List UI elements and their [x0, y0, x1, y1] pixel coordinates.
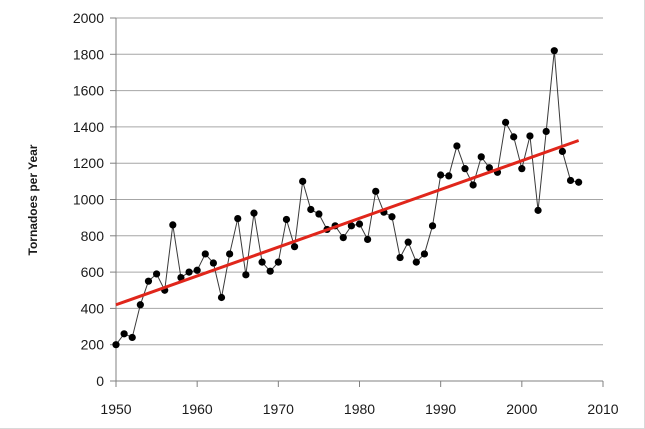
data-point	[355, 220, 364, 228]
data-point	[428, 222, 437, 230]
x-tick-label: 1960	[182, 401, 213, 417]
data-point	[453, 142, 461, 150]
y-tick-label: 600	[81, 264, 105, 280]
data-point	[558, 147, 567, 156]
data-point	[282, 215, 291, 224]
y-tick-label: 1800	[73, 46, 104, 62]
data-point	[242, 271, 250, 279]
data-point	[445, 172, 453, 180]
data-point	[396, 253, 404, 262]
data-point	[469, 181, 477, 189]
data-point	[364, 235, 372, 244]
data-point	[152, 270, 161, 278]
data-point	[566, 176, 575, 185]
data-point	[526, 132, 534, 140]
y-axis-label: Tornadoes per Year	[26, 144, 40, 255]
series-layer	[112, 47, 583, 349]
x-tick-label: 1970	[263, 401, 294, 417]
data-point	[169, 221, 177, 229]
data-point	[226, 250, 234, 258]
data-point	[461, 165, 469, 173]
data-point	[274, 258, 282, 266]
data-point	[315, 210, 323, 218]
trend-line	[115, 139, 580, 307]
data-point	[250, 209, 258, 217]
data-point	[339, 234, 347, 242]
data-point	[185, 268, 193, 276]
data-point	[437, 171, 445, 179]
data-point	[193, 266, 201, 274]
trend-layer	[115, 139, 580, 307]
y-tick-label: 1000	[73, 192, 104, 208]
axes	[110, 17, 604, 387]
x-tick-label: 1990	[425, 401, 456, 417]
data-point	[201, 250, 209, 258]
series-line	[115, 50, 579, 345]
x-tick-label: 2010	[587, 401, 618, 417]
data-point	[136, 301, 144, 309]
y-tick-label: 1600	[73, 83, 104, 99]
data-point	[177, 273, 185, 282]
y-tick-label: 1200	[73, 155, 104, 171]
data-point	[234, 214, 242, 223]
data-point	[299, 177, 307, 185]
y-tick-label: 400	[81, 300, 105, 316]
x-tick-label: 1950	[100, 401, 131, 417]
data-point	[290, 243, 299, 251]
data-point	[258, 258, 266, 266]
data-point	[575, 178, 583, 186]
data-point	[120, 330, 128, 338]
data-point	[485, 164, 493, 172]
data-point	[477, 153, 485, 161]
data-point	[550, 47, 558, 55]
data-point	[217, 293, 226, 302]
y-tick-labels: 0 200 400 600 800 1000 1200 1400 1600 1800 2000	[73, 10, 104, 389]
data-point	[542, 127, 550, 136]
data-point	[404, 238, 412, 246]
data-point	[266, 267, 274, 275]
y-tick-label: 1400	[73, 119, 104, 135]
data-point	[372, 187, 380, 195]
x-tick-labels: 1950 1960 1970 1980 1990 2000 2010	[100, 401, 618, 417]
y-tick-label: 0	[96, 373, 104, 389]
data-point	[388, 213, 396, 221]
data-point	[412, 258, 420, 266]
data-point	[502, 118, 510, 126]
data-point	[144, 277, 153, 285]
y-tick-label: 200	[81, 337, 105, 353]
data-point	[128, 333, 136, 342]
data-point	[112, 341, 120, 349]
data-point	[209, 259, 217, 267]
y-tick-label: 800	[81, 228, 105, 244]
data-point	[518, 165, 526, 173]
x-tick-label: 2000	[506, 401, 537, 417]
data-point	[347, 222, 355, 230]
x-tick-label: 1980	[344, 401, 375, 417]
y-tick-label: 2000	[73, 10, 104, 26]
data-point	[420, 250, 429, 258]
data-point	[307, 205, 315, 214]
grid-lines	[116, 17, 603, 346]
data-point	[534, 206, 542, 214]
data-point	[510, 133, 518, 141]
